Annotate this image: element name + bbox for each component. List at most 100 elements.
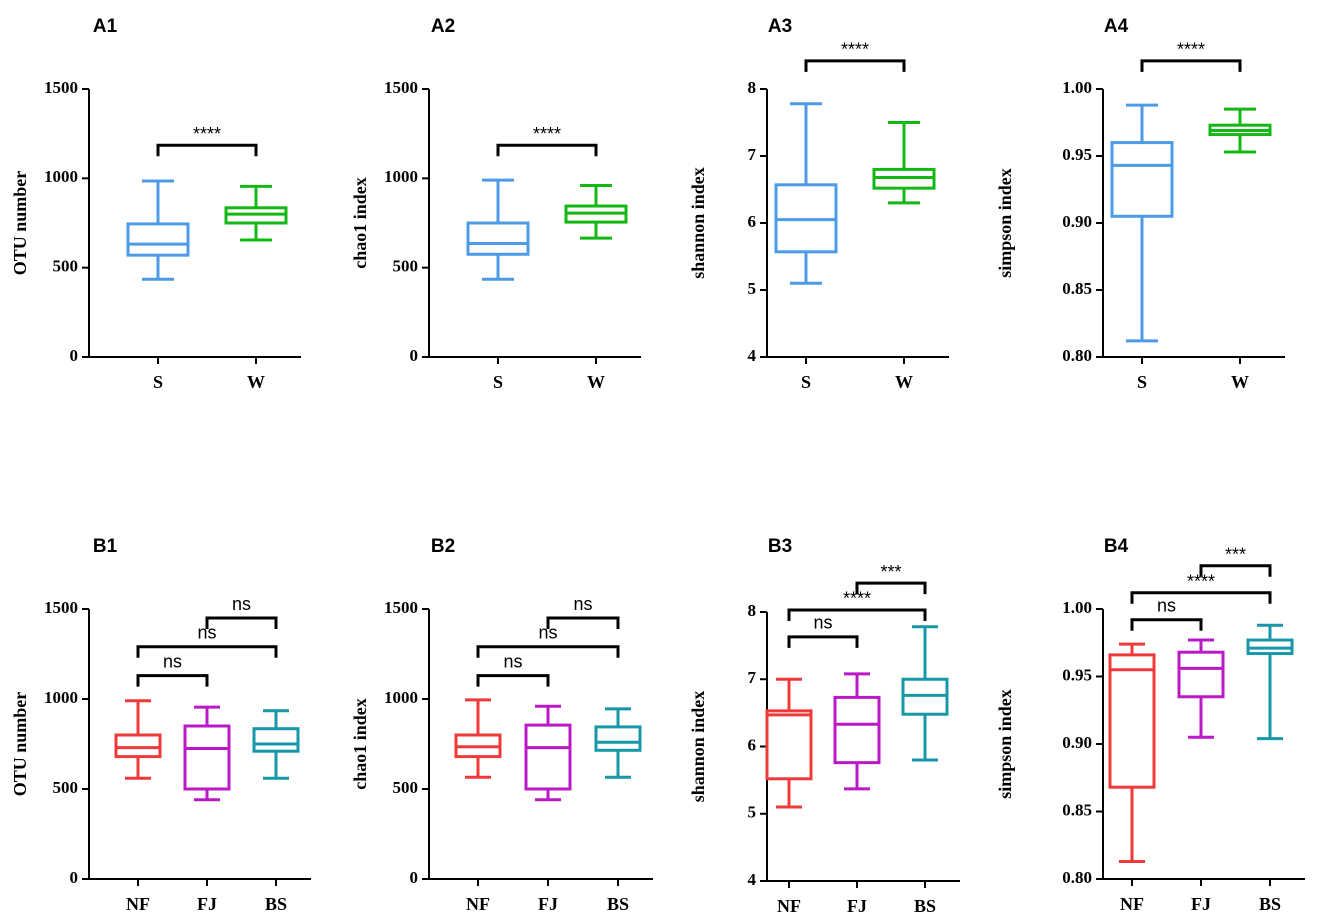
box-nf: [765, 677, 813, 809]
iqr-box: [594, 725, 642, 752]
y-axis-title: OTU number: [10, 692, 30, 797]
bracket-line: [787, 608, 927, 621]
y-tick-label: 0: [410, 346, 419, 365]
y-axis-title: simpson index: [995, 689, 1015, 799]
y-tick-label: 7: [748, 668, 757, 687]
significance-bracket: ****: [1130, 572, 1272, 604]
y-tick-label: 1500: [384, 598, 418, 617]
iqr-box: [524, 723, 572, 791]
y-tick-label: 1500: [44, 78, 78, 97]
bracket-line: [205, 616, 278, 629]
x-tick-label: NF: [1120, 894, 1144, 914]
box-bs: [252, 709, 300, 780]
iqr-box: [833, 695, 881, 765]
y-tick-label: 0.85: [1062, 800, 1092, 819]
box-bs: [901, 625, 949, 762]
box-bs: [1246, 623, 1294, 741]
y-tick-label: 500: [393, 778, 419, 797]
y-tick-label: 5: [748, 279, 757, 298]
significance-bracket: ns: [136, 651, 209, 687]
x-tick-label: S: [1137, 372, 1147, 392]
x-tick-label: FJ: [847, 896, 867, 916]
y-tick-label: 0.80: [1062, 868, 1092, 887]
y-tick-label: 0: [410, 868, 419, 887]
significance-label: ns: [538, 623, 557, 643]
box-w: [1208, 107, 1272, 154]
bracket-line: [804, 59, 906, 72]
y-tick-label: 1.00: [1062, 598, 1092, 617]
iqr-box: [183, 724, 231, 791]
y-tick-label: 0: [70, 868, 79, 887]
x-tick-label: W: [1231, 372, 1249, 392]
iqr-box: [126, 222, 190, 257]
significance-bracket: ns: [1130, 596, 1203, 631]
panel-b4: B4 0.80 0.85 0.90 0.95 1.00 simpson index NF FJ B…: [995, 536, 1305, 914]
significance-bracket: ns: [476, 651, 550, 687]
significance-label: ns: [232, 594, 251, 614]
box-s: [126, 179, 190, 281]
x-tick-label: W: [895, 372, 913, 392]
y-tick-label: 0.95: [1062, 665, 1092, 684]
panel-a1: A1 0 500 1000 1500 OTU number S W ****: [10, 16, 301, 392]
y-tick-label: 8: [748, 601, 757, 620]
significance-bracket: ***: [1199, 545, 1272, 577]
significance-label: ****: [1187, 572, 1215, 592]
iqr-box: [466, 221, 530, 256]
y-axis-title: simpson index: [995, 168, 1015, 278]
significance-label: ns: [1157, 596, 1176, 616]
bracket-line: [476, 674, 550, 687]
y-axis-title: OTU number: [10, 171, 30, 276]
box-fj: [183, 705, 231, 802]
y-axis-title: shannon index: [688, 167, 708, 279]
x-tick-label: FJ: [197, 894, 217, 914]
bracket-line: [496, 143, 598, 157]
box-nf: [454, 698, 502, 779]
panel-label: A2: [431, 16, 455, 37]
x-tick-label: FJ: [538, 894, 558, 914]
y-tick-label: 5: [748, 803, 757, 822]
x-tick-label: W: [587, 372, 605, 392]
box-fj: [833, 672, 881, 791]
box-nf: [1108, 642, 1156, 863]
x-tick-label: NF: [466, 894, 490, 914]
panel-label: B1: [93, 536, 118, 557]
significance-bracket: ****: [1140, 40, 1242, 72]
x-tick-label: W: [247, 372, 265, 392]
significance-bracket: ns: [136, 623, 278, 658]
significance-bracket: ***: [855, 562, 927, 595]
significance-label: ****: [843, 589, 871, 609]
iqr-box: [252, 727, 300, 753]
y-axis-title: shannon index: [688, 691, 708, 803]
bracket-line: [1130, 591, 1272, 604]
bracket-line: [1199, 564, 1272, 577]
y-tick-label: 4: [748, 870, 757, 889]
bracket-line: [1140, 59, 1242, 72]
iqr-box: [1108, 653, 1156, 789]
x-tick-label: NF: [777, 896, 801, 916]
significance-label: ***: [880, 562, 901, 582]
y-tick-label: 500: [53, 778, 79, 797]
panel-label: B3: [768, 536, 792, 557]
box-fj: [524, 704, 572, 802]
significance-bracket: ns: [546, 594, 620, 629]
significance-label: ns: [163, 651, 182, 671]
iqr-box: [765, 709, 813, 781]
bracket-line: [136, 674, 209, 687]
significance-bracket: ns: [205, 594, 278, 629]
significance-bracket: ns: [476, 623, 620, 658]
panel-a2: A2 0 500 1000 1500 chao1 index S W ****: [350, 16, 641, 392]
y-axis-title: chao1 index: [350, 698, 370, 790]
y-tick-label: 500: [393, 257, 419, 276]
y-tick-label: 0.90: [1062, 212, 1092, 231]
significance-label: ****: [533, 124, 561, 144]
panel-a3: A3 4 5 6 7 8 shannon index S W ****: [688, 16, 949, 392]
y-tick-label: 1000: [44, 688, 78, 707]
significance-label: ****: [193, 124, 221, 144]
bracket-line: [787, 635, 859, 648]
significance-label: ns: [503, 651, 522, 671]
bracket-line: [855, 581, 927, 595]
box-w: [872, 121, 936, 205]
x-tick-label: BS: [607, 894, 629, 914]
